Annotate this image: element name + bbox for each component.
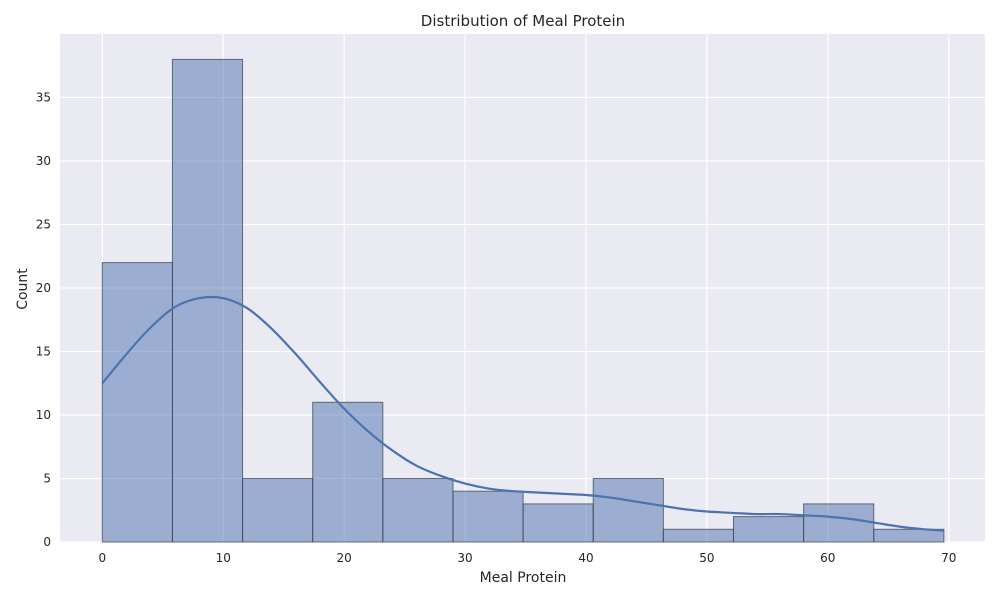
- x-tick-label: 50: [699, 551, 714, 565]
- y-tick-label: 25: [36, 218, 51, 232]
- x-tick-label: 0: [98, 551, 106, 565]
- kde-curve-group: [101, 295, 944, 532]
- y-tick-label: 35: [36, 91, 51, 105]
- x-axis-ticks: 0 10 20 30 40 50 60 70: [98, 551, 956, 565]
- histogram-bar: [662, 528, 734, 543]
- x-tick-label: 20: [337, 551, 352, 565]
- x-tick-label: 10: [216, 551, 231, 565]
- y-axis-ticks: 0 5 10 15 20 25 30 35: [36, 91, 51, 550]
- y-tick-label: 20: [36, 281, 51, 295]
- y-tick-label: 10: [36, 408, 51, 422]
- histogram-bar: [803, 503, 875, 543]
- x-tick-label: 70: [941, 551, 956, 565]
- y-tick-label: 30: [36, 154, 51, 168]
- x-tick-label: 60: [820, 551, 835, 565]
- histogram-bar: [312, 401, 384, 543]
- x-tick-label: 30: [457, 551, 472, 565]
- histogram-bar: [382, 478, 454, 543]
- x-tick-label: 40: [578, 551, 593, 565]
- histogram-bar: [242, 478, 314, 543]
- y-tick-label: 0: [43, 535, 51, 549]
- x-axis-label: Meal Protein: [480, 570, 567, 586]
- histogram-bar: [873, 528, 945, 543]
- histogram-bar: [452, 490, 524, 543]
- histogram-bars: [101, 58, 945, 543]
- kde-curve: [101, 295, 944, 532]
- chart-title: Distribution of Meal Protein: [421, 12, 625, 30]
- y-axis-label: Count: [15, 268, 31, 310]
- histogram-bar: [522, 503, 594, 543]
- y-tick-label: 5: [43, 472, 51, 486]
- histogram-bar: [101, 262, 173, 543]
- y-tick-label: 15: [36, 345, 51, 359]
- histogram-bar: [592, 478, 664, 543]
- histogram-bar: [732, 516, 805, 543]
